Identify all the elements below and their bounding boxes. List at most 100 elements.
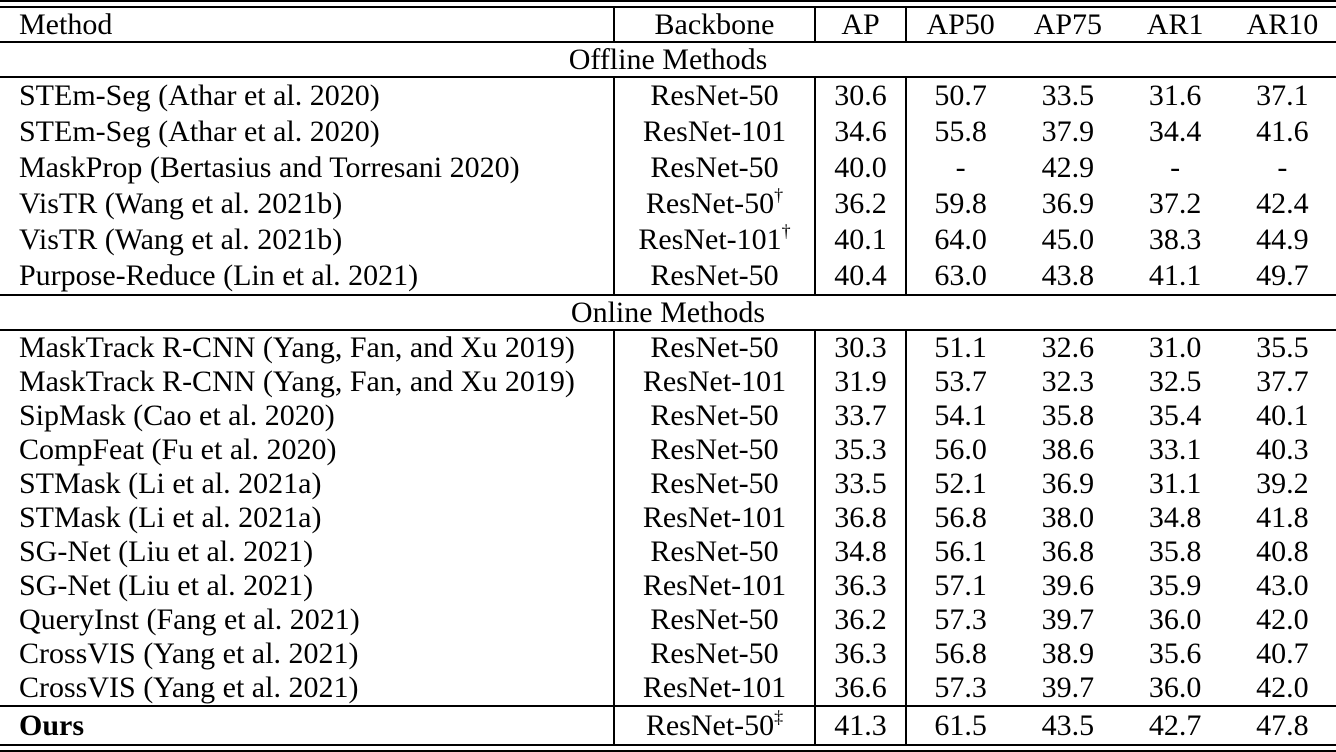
ap75-cell: 43.8 — [1041, 259, 1095, 292]
ap75-cell: 43.5 — [1041, 708, 1095, 742]
ap75-cell: 36.9 — [1041, 467, 1095, 500]
ap-cell: 34.8 — [816, 535, 907, 569]
table-row: CrossVIS (Yang et al. 2021) ResNet-101 3… — [0, 671, 1336, 705]
backbone-cell: ResNet-50 † — [615, 186, 816, 222]
ap-cell: 36.6 — [816, 671, 907, 705]
ap-cell: 36.3 — [816, 569, 907, 603]
ar1-cell: 38.3 — [1148, 223, 1202, 256]
table-row: VisTR (Wang et al. 2021b) ResNet-101 † 40… — [0, 222, 1336, 258]
ap75-cell: 39.7 — [1041, 671, 1095, 704]
ap-cell: 36.3 — [816, 637, 907, 671]
method-cell: MaskTrack R-CNN (Yang, Fan, and Xu 2019) — [0, 365, 615, 399]
ours-row: Ours ResNet-50 ‡ 41.3 61.5 43.5 42.7 47.8 — [0, 707, 1336, 744]
table-row: STEm-Seg (Athar et al. 2020) ResNet-101 … — [0, 114, 1336, 150]
table-row: CrossVIS (Yang et al. 2021) ResNet-50 36… — [0, 637, 1336, 671]
ar1-cell: 37.2 — [1148, 187, 1202, 220]
backbone-cell: ResNet-50 — [615, 258, 816, 294]
ap50-cell: 57.3 — [934, 671, 987, 704]
col-header-ap50: AP50 — [926, 8, 995, 41]
ap75-cell: 36.9 — [1041, 187, 1095, 220]
method-cell: SG-Net (Liu et al. 2021) — [0, 535, 615, 569]
method-cell: SipMask (Cao et al. 2020) — [0, 399, 615, 433]
ar1-cell: - — [1170, 151, 1181, 184]
method-cell: STMask (Li et al. 2021a) — [0, 501, 615, 535]
ap50-cell: 51.1 — [934, 331, 987, 364]
table-row: CompFeat (Fu et al. 2020) ResNet-50 35.3… — [0, 433, 1336, 467]
col-header-ap: AP — [816, 8, 907, 42]
table-row: SipMask (Cao et al. 2020) ResNet-50 33.7… — [0, 399, 1336, 433]
ar10-cell: 37.1 — [1256, 79, 1309, 112]
backbone-cell: ResNet-101 — [615, 365, 816, 399]
ar10-cell: 40.8 — [1256, 535, 1309, 568]
backbone-cell: ResNet-50 — [615, 433, 816, 467]
method-cell: CrossVIS (Yang et al. 2021) — [0, 671, 615, 705]
table-header-row: Method Backbone AP AP50 AP75 AR1 AR10 — [0, 8, 1336, 42]
method-cell: QueryInst (Fang et al. 2021) — [0, 603, 615, 637]
section-rule — [0, 76, 1336, 78]
table-row: QueryInst (Fang et al. 2021) ResNet-50 3… — [0, 603, 1336, 637]
ap75-cell: 45.0 — [1041, 223, 1095, 256]
table-row: VisTR (Wang et al. 2021b) ResNet-50 † 36.… — [0, 186, 1336, 222]
backbone-cell: ResNet-50 — [615, 399, 816, 433]
bottom-double-rule — [0, 744, 1336, 752]
ar10-cell: 40.3 — [1256, 433, 1309, 466]
ap75-cell: 35.8 — [1041, 399, 1095, 432]
ar10-cell: 42.0 — [1256, 603, 1309, 636]
ap50-cell: 56.1 — [934, 535, 987, 568]
method-cell: STEm-Seg (Athar et al. 2020) — [0, 114, 615, 150]
ar1-cell: 42.7 — [1148, 708, 1202, 742]
ar10-cell: 43.0 — [1256, 569, 1309, 602]
backbone-cell: ResNet-50 — [615, 78, 816, 114]
ap75-cell: 38.6 — [1041, 433, 1095, 466]
col-header-ar1: AR1 — [1146, 8, 1204, 41]
ap-cell: 36.2 — [816, 603, 907, 637]
section-header-offline: Offline Methods — [0, 43, 1336, 76]
ap-cell: 36.2 — [816, 186, 907, 222]
backbone-cell: ResNet-50 — [615, 331, 816, 365]
section-label: Offline Methods — [568, 43, 768, 76]
ar1-cell: 31.1 — [1148, 467, 1202, 500]
ap75-cell: 38.9 — [1041, 637, 1095, 670]
ap-cell: 40.1 — [816, 222, 907, 258]
ar10-cell: 40.7 — [1256, 637, 1309, 670]
table-row: Purpose-Reduce (Lin et al. 2021) ResNet-… — [0, 258, 1336, 294]
ap50-cell: 57.1 — [934, 569, 987, 602]
method-cell: CrossVIS (Yang et al. 2021) — [0, 637, 615, 671]
table-row: MaskProp (Bertasius and Torresani 2020) … — [0, 150, 1336, 186]
ar1-cell: 31.0 — [1148, 331, 1202, 364]
ar10-cell: 41.6 — [1256, 115, 1309, 148]
ar1-cell: 35.9 — [1148, 569, 1202, 602]
ap-cell: 33.7 — [816, 399, 907, 433]
ap-cell: 30.6 — [816, 78, 907, 114]
method-cell: Purpose-Reduce (Lin et al. 2021) — [0, 258, 615, 294]
ap75-cell: 37.9 — [1041, 115, 1095, 148]
ap-cell: 30.3 — [816, 331, 907, 365]
table-row: SG-Net (Liu et al. 2021) ResNet-101 36.3… — [0, 569, 1336, 603]
ar1-cell: 36.0 — [1148, 603, 1202, 636]
ap-cell: 41.3 — [816, 707, 907, 744]
header-bottom-rule — [0, 41, 1336, 43]
backbone-cell: ResNet-101 — [615, 501, 816, 535]
ar1-cell: 36.0 — [1148, 671, 1202, 704]
ar10-cell: 47.8 — [1256, 708, 1309, 742]
col-header-ap75: AP75 — [1033, 8, 1103, 41]
section-rule — [0, 294, 1336, 296]
ar10-cell: - — [1277, 151, 1288, 184]
backbone-cell: ResNet-50 — [615, 150, 816, 186]
ap-cell: 34.6 — [816, 114, 907, 150]
table-row: STEm-Seg (Athar et al. 2020) ResNet-50 3… — [0, 78, 1336, 114]
table-row: MaskTrack R-CNN (Yang, Fan, and Xu 2019)… — [0, 331, 1336, 365]
ap50-cell: 56.8 — [934, 637, 987, 670]
ap-cell: 35.3 — [816, 433, 907, 467]
ar1-cell: 31.6 — [1148, 79, 1202, 112]
ap50-cell: 56.8 — [934, 501, 987, 534]
col-header-backbone: Backbone — [615, 8, 816, 42]
ap75-cell: 32.6 — [1041, 331, 1095, 364]
ap50-cell: 52.1 — [934, 467, 987, 500]
ar1-cell: 33.1 — [1148, 433, 1202, 466]
method-cell: STMask (Li et al. 2021a) — [0, 467, 615, 501]
section-label: Online Methods — [570, 296, 766, 329]
backbone-cell: ResNet-101 — [615, 671, 816, 705]
ap75-cell: 33.5 — [1041, 79, 1095, 112]
ap75-cell: 42.9 — [1041, 151, 1095, 184]
